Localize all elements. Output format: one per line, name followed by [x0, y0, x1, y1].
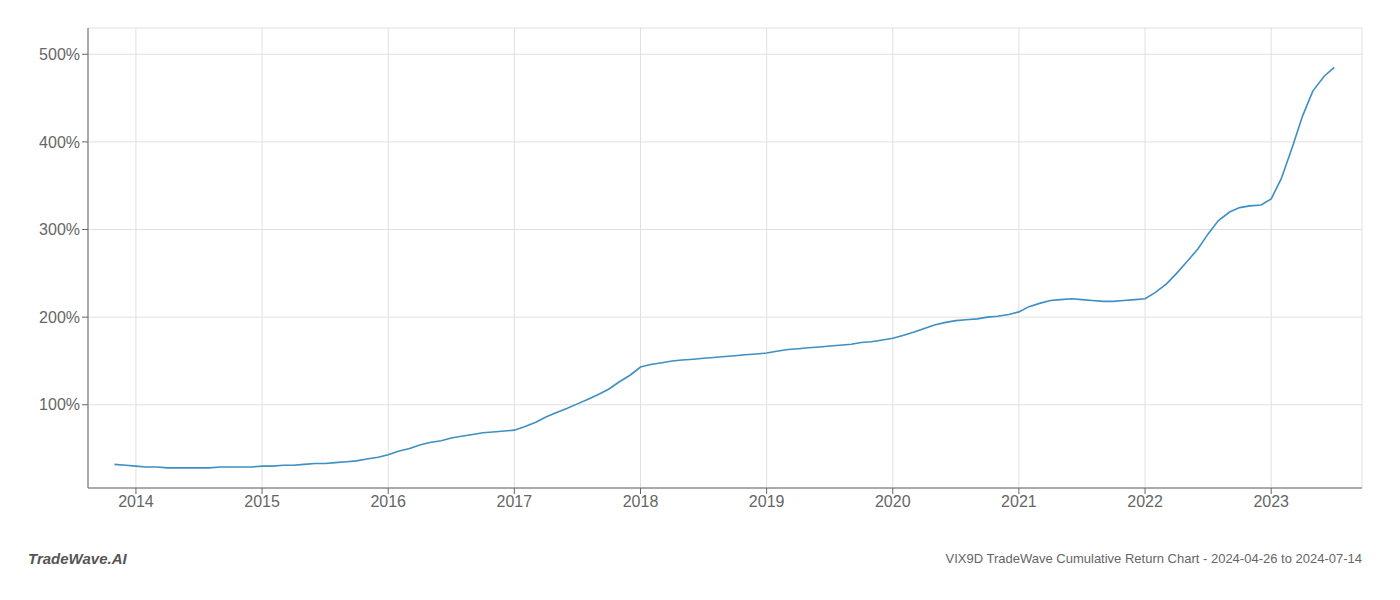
svg-text:500%: 500% — [39, 46, 80, 63]
svg-text:2014: 2014 — [118, 493, 154, 510]
svg-text:2018: 2018 — [623, 493, 659, 510]
svg-text:400%: 400% — [39, 134, 80, 151]
svg-text:2019: 2019 — [749, 493, 785, 510]
svg-text:200%: 200% — [39, 309, 80, 326]
svg-text:300%: 300% — [39, 221, 80, 238]
svg-text:2016: 2016 — [370, 493, 406, 510]
svg-text:2023: 2023 — [1253, 493, 1289, 510]
svg-text:100%: 100% — [39, 396, 80, 413]
svg-text:2020: 2020 — [875, 493, 911, 510]
svg-text:2022: 2022 — [1127, 493, 1163, 510]
svg-text:2017: 2017 — [497, 493, 533, 510]
svg-text:2021: 2021 — [1001, 493, 1037, 510]
html-text:TradeWave.AI: TradeWave.AI — [28, 549, 127, 567]
svg-text:2015: 2015 — [244, 493, 280, 510]
html-text:VIX9D TradeWave Cumulative Ret: VIX9D TradeWave Cumulative Return Chart … — [945, 550, 1362, 566]
